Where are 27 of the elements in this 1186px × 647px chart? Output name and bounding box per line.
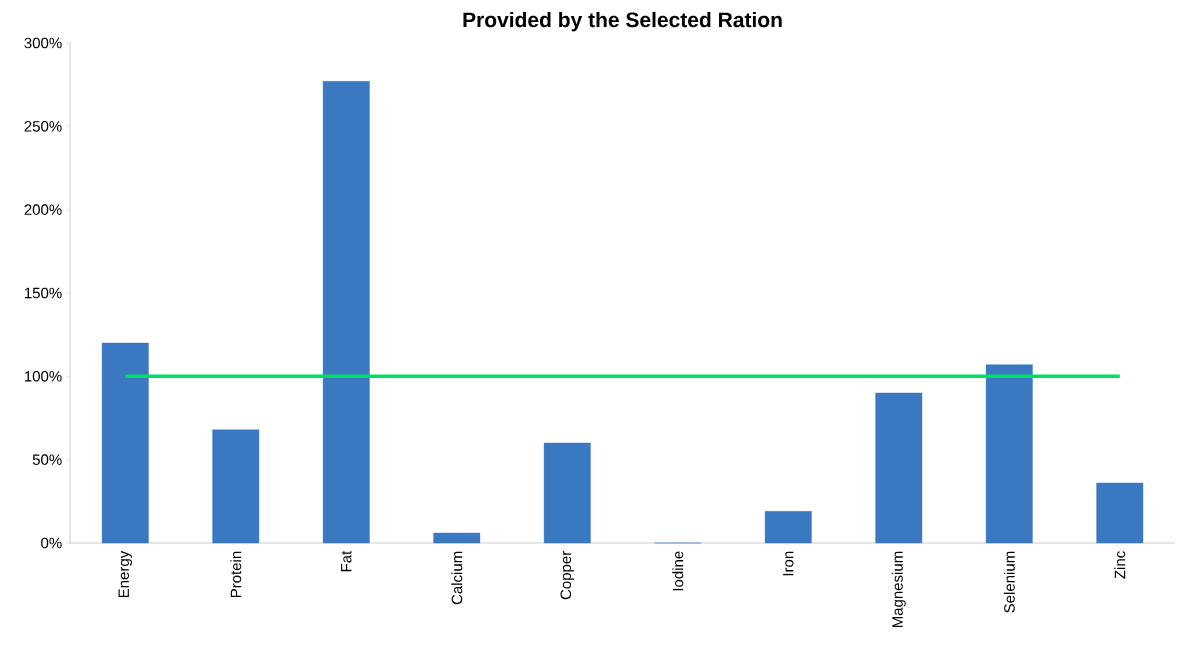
- x-tick-label: Calcium: [451, 551, 463, 605]
- bar: [212, 429, 260, 544]
- y-tick-label: 100%: [24, 371, 62, 382]
- chart-title: Provided by the Selected Ration: [463, 11, 782, 32]
- bar: [322, 81, 370, 544]
- bar: [985, 364, 1033, 544]
- x-tick-label: Fat: [341, 550, 352, 572]
- bar: [875, 392, 923, 544]
- y-tick-label: 300%: [24, 37, 62, 49]
- y-tick-label: 200%: [24, 204, 62, 215]
- bar: [543, 442, 591, 544]
- x-tick-label: Selenium: [1003, 551, 1015, 613]
- bar: [1096, 482, 1144, 544]
- y-tick-label: 150%: [24, 287, 62, 299]
- y-tick-label: 0%: [41, 537, 62, 549]
- bar: [101, 342, 149, 544]
- x-tick-label: Zinc: [1114, 551, 1126, 579]
- y-tick-label: 250%: [24, 121, 62, 132]
- x-tick-label: Iron: [783, 551, 794, 576]
- x-tick-label: Magnesium: [891, 551, 906, 628]
- bar: [764, 511, 812, 544]
- x-tick-label: Iodine: [672, 551, 684, 591]
- bar: [433, 532, 481, 544]
- x-tick-label: Energy: [118, 550, 132, 598]
- x-tick-label: Copper: [560, 551, 575, 600]
- y-tick-label: 50%: [32, 454, 62, 465]
- x-tick-label: Protein: [230, 551, 242, 598]
